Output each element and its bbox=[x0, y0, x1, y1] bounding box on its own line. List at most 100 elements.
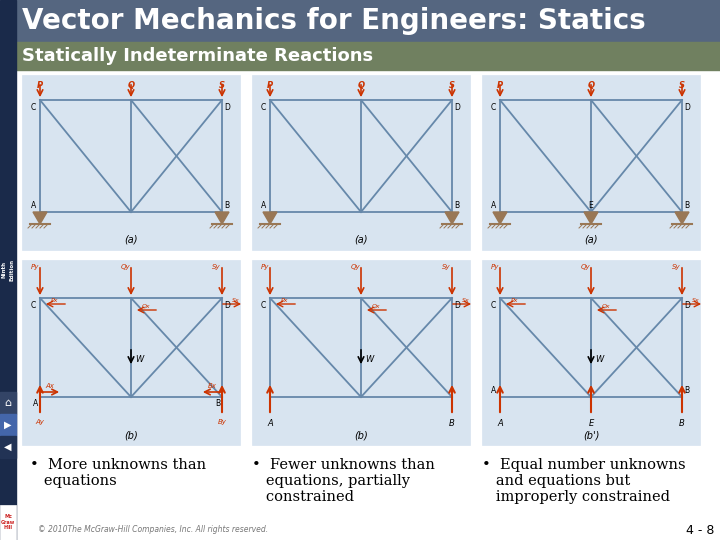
Text: D: D bbox=[684, 301, 690, 310]
Text: Sy: Sy bbox=[212, 264, 221, 270]
Polygon shape bbox=[445, 212, 459, 224]
Bar bbox=[482, 260, 700, 445]
Text: (b): (b) bbox=[124, 430, 138, 440]
Text: Py: Py bbox=[490, 264, 499, 270]
Bar bbox=[252, 75, 470, 250]
Text: C: C bbox=[261, 301, 266, 310]
Text: S: S bbox=[219, 81, 225, 90]
Text: B: B bbox=[449, 419, 455, 428]
Text: Sy: Sy bbox=[672, 264, 681, 270]
Text: constrained: constrained bbox=[252, 490, 354, 504]
Text: Q: Q bbox=[358, 81, 365, 90]
Text: A: A bbox=[32, 399, 38, 408]
Text: 4 - 8: 4 - 8 bbox=[685, 523, 714, 537]
Text: Bx: Bx bbox=[207, 383, 217, 389]
Text: Qx: Qx bbox=[602, 304, 611, 309]
Text: D: D bbox=[224, 103, 230, 112]
Polygon shape bbox=[584, 212, 598, 224]
Bar bbox=[482, 75, 700, 250]
Text: Px: Px bbox=[51, 298, 59, 303]
Text: C: C bbox=[31, 301, 36, 310]
Text: Qy: Qy bbox=[351, 264, 360, 270]
Text: D: D bbox=[224, 301, 230, 310]
Text: Qx: Qx bbox=[142, 304, 150, 309]
Text: equations: equations bbox=[30, 474, 117, 488]
Text: D: D bbox=[454, 301, 460, 310]
Text: E: E bbox=[588, 419, 593, 428]
Bar bbox=[0, 414, 16, 436]
Text: W: W bbox=[365, 354, 373, 363]
Text: •  Equal number unknowns: • Equal number unknowns bbox=[482, 458, 685, 472]
Bar bbox=[0, 392, 16, 414]
Text: ◀: ◀ bbox=[4, 442, 12, 452]
Text: Ninth
Edition: Ninth Edition bbox=[2, 259, 14, 281]
Text: C: C bbox=[31, 103, 36, 112]
Text: S: S bbox=[449, 81, 455, 90]
Text: P: P bbox=[37, 81, 43, 90]
Text: W: W bbox=[135, 354, 143, 363]
Text: A: A bbox=[497, 419, 503, 428]
Polygon shape bbox=[263, 212, 277, 224]
Text: B: B bbox=[684, 386, 689, 395]
Polygon shape bbox=[493, 212, 507, 224]
Bar bbox=[16, 520, 720, 540]
Text: C: C bbox=[261, 103, 266, 112]
Bar bbox=[22, 75, 240, 250]
Text: (a): (a) bbox=[584, 235, 598, 245]
Text: Px: Px bbox=[282, 298, 289, 303]
Text: Ax: Ax bbox=[45, 383, 55, 389]
Text: (a): (a) bbox=[354, 235, 368, 245]
Text: Sx: Sx bbox=[692, 298, 700, 303]
Polygon shape bbox=[33, 212, 47, 224]
Text: W: W bbox=[595, 354, 603, 363]
Text: B: B bbox=[224, 201, 229, 210]
Text: B: B bbox=[215, 399, 220, 408]
Text: © 2010The McGraw-Hill Companies, Inc. All rights reserved.: © 2010The McGraw-Hill Companies, Inc. Al… bbox=[38, 525, 268, 535]
Text: Q: Q bbox=[128, 81, 135, 90]
Text: Sy: Sy bbox=[442, 264, 451, 270]
Text: Vector Mechanics for Engineers: Statics: Vector Mechanics for Engineers: Statics bbox=[22, 7, 646, 35]
Bar bbox=[16, 0, 720, 42]
Text: B: B bbox=[454, 201, 459, 210]
Text: A: A bbox=[267, 419, 273, 428]
Polygon shape bbox=[675, 212, 689, 224]
Polygon shape bbox=[215, 212, 229, 224]
Bar bbox=[16, 70, 720, 465]
Text: Qx: Qx bbox=[372, 304, 380, 309]
Text: P: P bbox=[267, 81, 273, 90]
Text: A: A bbox=[491, 386, 496, 395]
Text: ⌂: ⌂ bbox=[4, 398, 12, 408]
Text: D: D bbox=[684, 103, 690, 112]
Text: A: A bbox=[31, 201, 36, 210]
Text: By: By bbox=[217, 419, 226, 425]
Bar bbox=[22, 260, 240, 445]
Text: ▶: ▶ bbox=[4, 420, 12, 430]
Text: E: E bbox=[589, 201, 593, 210]
Text: B: B bbox=[679, 419, 685, 428]
Text: and equations but: and equations but bbox=[482, 474, 630, 488]
Bar bbox=[0, 505, 16, 540]
Text: Py: Py bbox=[31, 264, 39, 270]
Text: •  Fewer unknowns than: • Fewer unknowns than bbox=[252, 458, 435, 472]
Text: A: A bbox=[261, 201, 266, 210]
Text: Qy: Qy bbox=[580, 264, 590, 270]
Bar bbox=[252, 260, 470, 445]
Text: Py: Py bbox=[261, 264, 269, 270]
Text: B: B bbox=[684, 201, 689, 210]
Bar bbox=[0, 0, 16, 540]
Text: (a): (a) bbox=[125, 235, 138, 245]
Text: A: A bbox=[491, 201, 496, 210]
Text: Statically Indeterminate Reactions: Statically Indeterminate Reactions bbox=[22, 47, 373, 65]
Text: Mc
Graw
Hill: Mc Graw Hill bbox=[1, 514, 15, 530]
Text: Qy: Qy bbox=[120, 264, 130, 270]
Text: S: S bbox=[679, 81, 685, 90]
Text: Sx: Sx bbox=[462, 298, 470, 303]
Text: (b): (b) bbox=[354, 430, 368, 440]
Text: Ay: Ay bbox=[35, 419, 45, 425]
Text: equations, partially: equations, partially bbox=[252, 474, 410, 488]
Text: •  More unknowns than: • More unknowns than bbox=[30, 458, 206, 472]
Bar bbox=[16, 42, 720, 70]
Text: D: D bbox=[454, 103, 460, 112]
Text: Sx: Sx bbox=[232, 298, 240, 303]
Text: (b'): (b') bbox=[582, 430, 599, 440]
